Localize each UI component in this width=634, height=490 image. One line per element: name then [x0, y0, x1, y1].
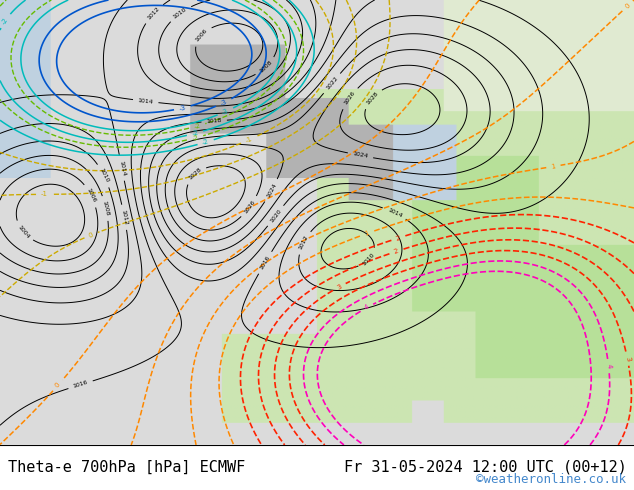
- Text: 3: 3: [336, 283, 342, 291]
- Text: 1004: 1004: [16, 224, 30, 240]
- Text: 0: 0: [54, 382, 61, 389]
- Text: 1006: 1006: [86, 188, 97, 204]
- Text: 1: 1: [551, 163, 556, 170]
- Text: 2: 2: [393, 248, 399, 255]
- Text: 1: 1: [363, 230, 370, 237]
- Text: 1008: 1008: [259, 60, 273, 74]
- Text: -3: -3: [178, 104, 186, 112]
- Text: 1008: 1008: [101, 200, 110, 217]
- Text: -2: -2: [191, 129, 199, 137]
- Text: 1024: 1024: [266, 182, 277, 198]
- Text: 1018: 1018: [206, 118, 222, 124]
- Text: 1022: 1022: [325, 75, 339, 91]
- Text: Fr 31-05-2024 12:00 UTC (00+12): Fr 31-05-2024 12:00 UTC (00+12): [344, 459, 626, 474]
- Text: 3: 3: [624, 356, 631, 362]
- Text: -2: -2: [202, 138, 210, 146]
- Text: 1016: 1016: [72, 380, 89, 390]
- Text: 1026: 1026: [343, 90, 356, 106]
- Text: 4: 4: [363, 304, 370, 311]
- Text: Theta-e 700hPa [hPa] ECMWF: Theta-e 700hPa [hPa] ECMWF: [8, 459, 245, 474]
- Text: ©weatheronline.co.uk: ©weatheronline.co.uk: [476, 473, 626, 487]
- Text: -1: -1: [41, 191, 48, 197]
- Text: 1010: 1010: [362, 252, 376, 267]
- Text: 1014: 1014: [387, 207, 403, 219]
- Text: 1010: 1010: [172, 7, 188, 20]
- Text: 1006: 1006: [195, 28, 209, 43]
- Text: 1028: 1028: [188, 167, 202, 181]
- Text: 1026: 1026: [243, 199, 256, 215]
- Text: 1014: 1014: [118, 160, 126, 176]
- Text: -2: -2: [193, 122, 202, 130]
- Text: 1014: 1014: [138, 98, 154, 104]
- Text: 1012: 1012: [120, 209, 128, 225]
- Text: -3: -3: [219, 98, 228, 107]
- Text: 0: 0: [88, 231, 94, 239]
- Text: 1016: 1016: [259, 255, 271, 270]
- Text: -2: -2: [1, 16, 10, 25]
- Text: 0: 0: [624, 2, 631, 10]
- Text: 1020: 1020: [269, 208, 282, 223]
- Text: 1010: 1010: [98, 168, 110, 184]
- Text: 1012: 1012: [298, 234, 309, 251]
- Text: -1: -1: [245, 136, 253, 144]
- Text: 1024: 1024: [353, 151, 369, 159]
- Text: 2: 2: [395, 235, 401, 242]
- Text: -3: -3: [221, 107, 230, 116]
- Text: 1012: 1012: [146, 6, 161, 21]
- Text: 1028: 1028: [365, 91, 379, 106]
- Text: -2: -2: [191, 134, 199, 142]
- Text: 4: 4: [605, 364, 612, 368]
